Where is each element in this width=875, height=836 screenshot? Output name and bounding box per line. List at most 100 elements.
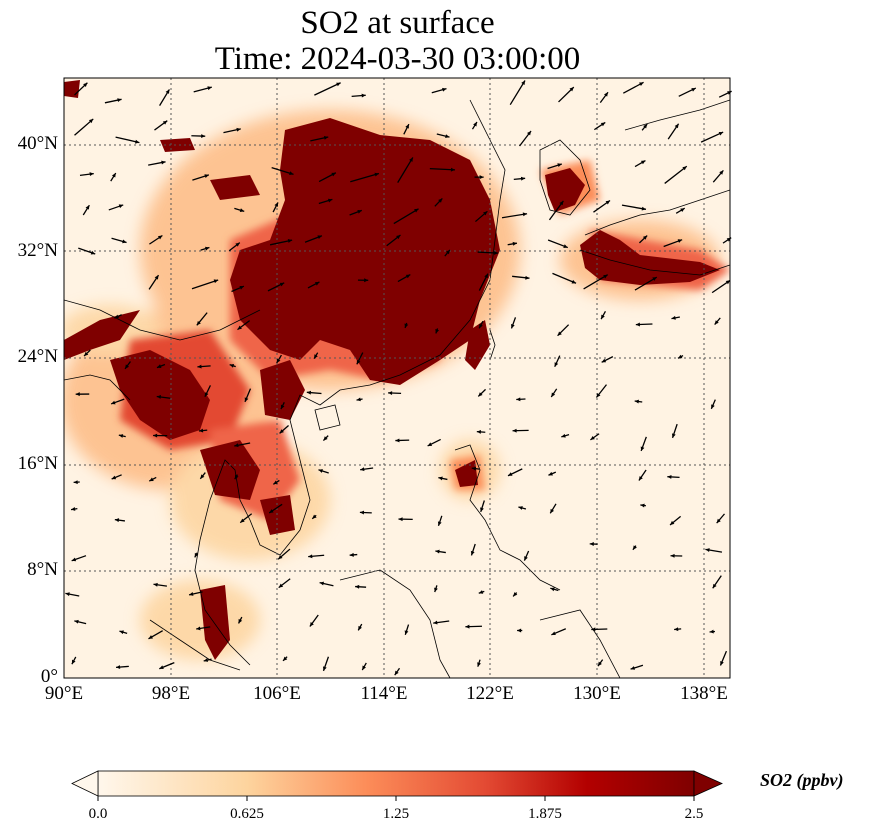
wind-arrow-head — [634, 399, 639, 404]
wind-arrow-head — [478, 392, 483, 397]
wind-arrow-shaft — [350, 172, 380, 183]
wind-arrow-shaft — [393, 208, 419, 225]
wind-arrow-head — [213, 279, 219, 284]
wind-arrow-head — [276, 358, 281, 364]
wind-arrow-head — [161, 160, 166, 165]
wind-arrow-head — [117, 98, 122, 103]
wind-arrow-head — [159, 665, 164, 670]
lat-tick: 24°N — [17, 346, 58, 367]
lon-tick: 90°E — [44, 683, 84, 704]
wind-arrow-head — [119, 630, 124, 635]
wind-arrow-head — [237, 325, 242, 330]
wind-arrow-head — [479, 323, 483, 329]
wind-arrow-head — [359, 510, 365, 515]
wind-arrow-head — [65, 592, 70, 597]
wind-arrow-head — [640, 160, 646, 165]
wind-arrow-head — [114, 314, 120, 319]
colorbar-tick: 0.625 — [230, 806, 264, 822]
wind-arrow-head — [114, 518, 120, 523]
colorbar-gradient — [97, 770, 695, 797]
wind-arrow-head — [479, 175, 484, 180]
wind-arrow-head — [89, 172, 94, 177]
wind-arrow-head — [394, 670, 399, 676]
wind-arrow-head — [355, 584, 360, 589]
wind-arrow-head — [551, 392, 556, 397]
wind-arrow-head — [405, 124, 409, 129]
wind-arrow-head — [438, 198, 443, 203]
wind-arrow-head — [711, 404, 715, 409]
wind-arrow-head — [74, 619, 79, 624]
wind-arrow-head — [308, 554, 313, 559]
wind-arrow-shaft — [397, 157, 414, 183]
lon-tick: 122°E — [466, 683, 514, 704]
wind-arrow-head — [435, 549, 440, 554]
wind-arrow-head — [561, 433, 566, 438]
lon-tick: 106°E — [253, 683, 301, 704]
wind-arrow-head — [480, 507, 484, 512]
wind-arrow-head — [630, 666, 636, 670]
wind-arrow-head — [239, 285, 244, 290]
wind-arrow-head — [712, 583, 717, 589]
wind-arrow-head — [201, 134, 206, 139]
wind-arrow-shaft — [191, 279, 219, 290]
wind-arrow-head — [239, 208, 245, 213]
wind-arrow-head — [563, 244, 568, 248]
wind-vector-field — [65, 80, 732, 676]
wind-arrow-head — [405, 274, 411, 279]
wind-arrow-head — [445, 134, 450, 139]
wind-arrow-head — [203, 658, 209, 662]
wind-arrow-head — [396, 235, 401, 240]
wind-arrow-head — [512, 241, 517, 246]
wind-arrow-shaft — [583, 274, 609, 290]
wind-arrow-head — [670, 520, 675, 525]
wind-arrow-head — [635, 322, 640, 327]
wind-arrow-head — [165, 89, 170, 94]
wind-arrow-head — [671, 315, 676, 320]
wind-arrow-head — [85, 205, 90, 210]
wind-arrow-head — [361, 93, 366, 98]
wind-arrow-head — [323, 135, 329, 140]
wind-arrow-head — [641, 206, 646, 211]
wind-arrow-head — [548, 471, 553, 476]
wind-arrow-head — [465, 624, 470, 629]
wind-arrow-head — [327, 198, 333, 203]
wind-arrow-head — [73, 480, 78, 485]
wind-arrow-head — [494, 250, 499, 255]
wind-arrow-head — [682, 166, 687, 171]
wind-arrow-head — [725, 280, 731, 285]
wind-arrow-head — [520, 176, 526, 181]
wind-arrow-head — [314, 354, 318, 359]
wind-arrow-head — [473, 121, 477, 127]
wind-arrow-head — [601, 358, 607, 363]
wind-arrow-head — [207, 86, 212, 91]
wind-arrow-head — [357, 210, 362, 214]
wind-arrow-head — [716, 518, 721, 524]
wind-arrow-head — [720, 661, 724, 666]
wind-arrow-head — [404, 630, 409, 635]
wind-arrow-head — [597, 661, 602, 667]
wind-arrow-head — [640, 503, 645, 508]
wind-arrow-head — [557, 331, 562, 336]
wind-arrow-head — [516, 397, 521, 402]
wind-arrow-head — [477, 662, 481, 667]
wind-arrow-head — [640, 446, 645, 451]
wind-arrow-head — [156, 395, 162, 399]
wind-arrow-head — [196, 320, 201, 326]
wind-arrow-head — [322, 666, 327, 671]
wind-arrow-head — [204, 392, 209, 397]
wind-arrow-head — [71, 659, 76, 665]
wind-arrow-head — [360, 467, 365, 472]
wind-arrow-head — [404, 323, 409, 328]
wind-arrow-head — [434, 587, 438, 593]
wind-arrow-head — [374, 172, 379, 177]
wind-arrow-head — [596, 393, 601, 398]
colorbar — [71, 770, 723, 801]
wind-arrow-head — [438, 476, 443, 481]
wind-arrow-head — [331, 172, 336, 177]
wind-arrow-head — [445, 249, 450, 255]
wind-arrow-head — [122, 239, 127, 244]
wind-arrow-head — [483, 211, 488, 216]
wind-arrow-head — [153, 433, 158, 438]
wind-arrow-head — [135, 139, 140, 144]
wind-arrow-head — [484, 273, 488, 279]
